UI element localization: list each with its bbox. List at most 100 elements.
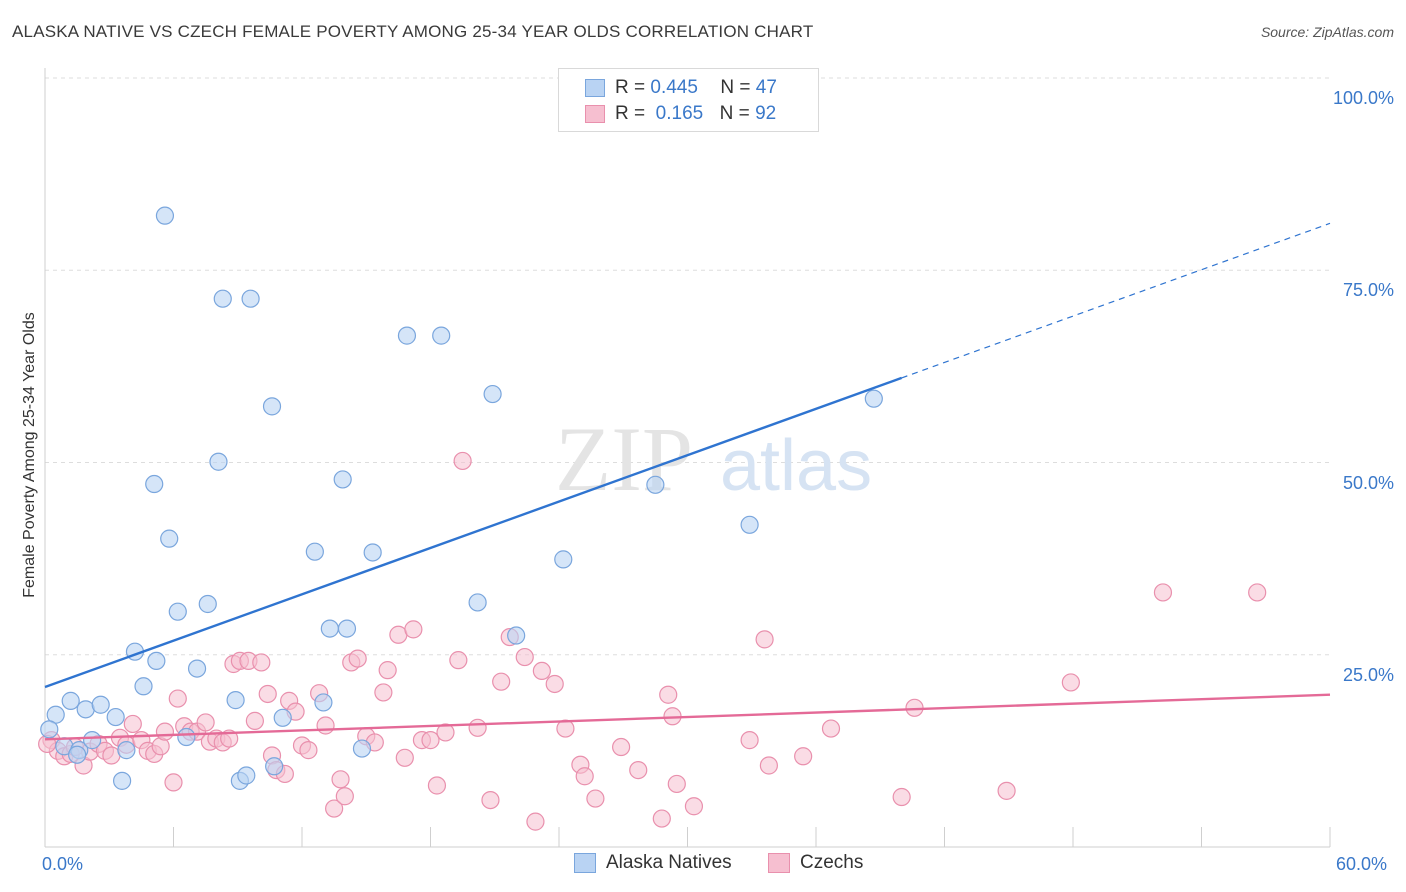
alaska-natives-point xyxy=(468,593,487,612)
alaska-natives-point xyxy=(483,384,502,404)
alaska-natives-point xyxy=(314,693,333,712)
alaska-natives-point xyxy=(177,727,196,747)
czechs-point xyxy=(515,647,534,667)
legend-swatch-czechs xyxy=(768,853,790,873)
legend-r-value: 0.165 xyxy=(655,103,704,124)
alaska-natives-point xyxy=(337,619,357,638)
alaska-natives-point xyxy=(554,550,573,569)
czechs-point xyxy=(629,760,648,780)
alaska-natives-point xyxy=(320,619,339,638)
y-tick-label: 75.0% xyxy=(1342,280,1394,301)
alaska-natives-point xyxy=(740,515,759,534)
legend-row-czechs: R = 0.165 N = 92 xyxy=(585,102,776,126)
czechs-trend-line xyxy=(44,693,1331,741)
legend-label-czechs: Czechs xyxy=(800,852,864,873)
correlation-legend: R = 0.445 N = 47 R = 0.165 N = 92 xyxy=(558,68,819,132)
alaska-natives-points xyxy=(40,206,883,790)
czechs-point xyxy=(667,774,686,794)
alaska-natives-point xyxy=(363,543,382,562)
alaska-natives-point xyxy=(237,766,256,785)
czechs-point xyxy=(652,809,671,828)
legend-n-value: 47 xyxy=(755,77,777,98)
legend-item-czechs: Czechs xyxy=(768,852,863,874)
czechs-point xyxy=(481,790,500,810)
alaska-natives-point xyxy=(40,720,59,739)
czechs-point xyxy=(395,748,414,767)
czechs-point xyxy=(1248,583,1267,602)
series-legend: Alaska Natives Czechs xyxy=(0,852,1406,878)
czechs-point xyxy=(468,718,487,737)
czechs-point xyxy=(532,661,551,680)
y-tick-label: 100.0% xyxy=(1332,88,1394,108)
czechs-point xyxy=(196,713,215,732)
czechs-point xyxy=(492,672,511,691)
czechs-point xyxy=(245,711,264,730)
y-tick-label: 50.0% xyxy=(1342,472,1394,493)
czechs-point xyxy=(821,719,841,738)
czechs-point xyxy=(545,674,564,694)
czechs-point xyxy=(453,451,472,471)
czechs-point xyxy=(252,653,271,672)
czechs-point xyxy=(164,773,183,792)
czechs-point xyxy=(526,812,545,831)
alaska-natives-point xyxy=(265,757,284,776)
czechs-point xyxy=(299,741,318,760)
czechs-point xyxy=(404,620,423,639)
czechs-point xyxy=(374,683,393,702)
czechs-point xyxy=(331,770,350,789)
alaska-natives-point xyxy=(333,470,352,489)
alaska-natives-point xyxy=(352,739,372,758)
alaska-natives-point xyxy=(147,651,166,671)
czechs-point xyxy=(892,787,911,807)
alaska-natives-point xyxy=(112,771,132,790)
czechs-point xyxy=(220,729,239,748)
y-tick-label: 25.0% xyxy=(1342,664,1394,685)
legend-row-alaska-natives: R = 0.445 N = 47 xyxy=(585,76,777,100)
czechs-point xyxy=(155,722,175,741)
czechs-point xyxy=(684,797,704,816)
alaska-natives-point xyxy=(432,326,451,345)
alaska-natives-point xyxy=(145,474,164,494)
czechs-point xyxy=(755,630,774,649)
alaska-natives-point xyxy=(226,691,245,710)
czechs-point xyxy=(325,799,344,818)
alaska-natives-point xyxy=(76,700,95,719)
legend-n-label: N = xyxy=(720,77,751,98)
alaska-natives-point xyxy=(187,659,207,678)
alaska-natives-point xyxy=(117,741,136,760)
czechs-point xyxy=(740,731,759,750)
alaska-natives-trend-extension xyxy=(901,222,1331,379)
watermark: ZIP atlas xyxy=(555,408,872,510)
alaska-natives-point xyxy=(155,206,175,225)
alaska-natives-point xyxy=(262,397,282,416)
legend-swatch-blue xyxy=(585,79,605,97)
alaska-natives-point xyxy=(198,594,217,614)
alaska-natives-point xyxy=(864,389,883,408)
alaska-natives-point xyxy=(68,745,87,764)
x-tick-label-min: 0.0% xyxy=(42,854,84,874)
czechs-point xyxy=(1153,583,1173,602)
czechs-point xyxy=(168,689,187,708)
czechs-point xyxy=(436,723,455,742)
czechs-point xyxy=(586,789,605,808)
chart-title: ALASKA NATIVE VS CZECH FEMALE POVERTY AM… xyxy=(12,22,814,41)
czechs-point xyxy=(556,719,575,738)
alaska-natives-point xyxy=(507,626,526,645)
legend-r-value: 0.445 xyxy=(650,77,698,98)
axes xyxy=(44,68,1331,848)
legend-item-alaska-natives: Alaska Natives xyxy=(574,852,732,874)
alaska-natives-point xyxy=(213,289,232,308)
czechs-point xyxy=(659,685,678,704)
czechs-point xyxy=(759,756,778,775)
alaska-natives-point xyxy=(209,452,228,471)
grid-lines xyxy=(45,77,1330,656)
czechs-point xyxy=(427,776,447,795)
czechs-point xyxy=(794,747,813,766)
alaska-natives-point xyxy=(273,708,292,727)
watermark-zip: ZIP xyxy=(555,408,693,510)
legend-r-label: R = xyxy=(615,77,646,98)
chart-source: Source: ZipAtlas.com xyxy=(1260,24,1394,40)
czechs-point xyxy=(575,767,594,786)
czechs-point xyxy=(612,737,631,757)
legend-swatch-alaska-natives xyxy=(574,853,596,873)
